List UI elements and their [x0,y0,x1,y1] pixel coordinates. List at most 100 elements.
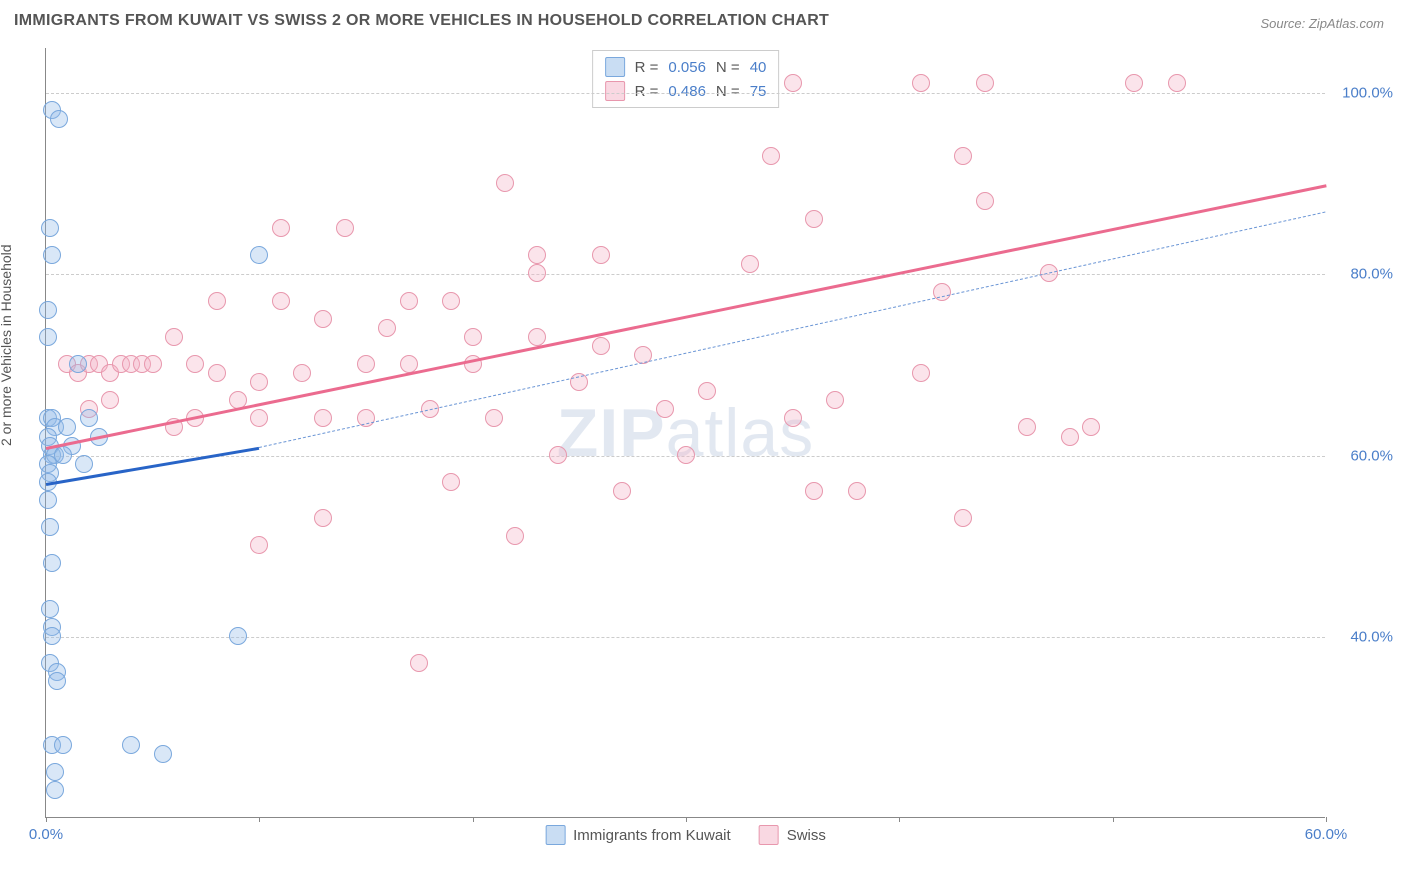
data-point [39,328,57,346]
data-point [506,527,524,545]
data-point [805,210,823,228]
legend-swatch-pink [759,825,779,845]
legend-correlation-box: R = 0.056 N = 40 R = 0.486 N = 75 [592,50,780,108]
x-tick-label: 60.0% [1305,826,1348,843]
legend-item-kuwait: Immigrants from Kuwait [545,825,731,845]
data-point [954,509,972,527]
data-point [698,382,716,400]
data-point [41,518,59,536]
watermark-zip: ZIP [557,395,666,471]
data-point [496,174,514,192]
data-point [43,554,61,572]
data-point [592,337,610,355]
scatter-plot-area: ZIPatlas R = 0.056 N = 40 R = 0.486 N = … [45,48,1325,818]
x-tick-mark [1326,817,1327,822]
legend-item-swiss: Swiss [759,825,826,845]
data-point [1061,428,1079,446]
data-point [912,74,930,92]
x-tick-mark [1113,817,1114,822]
data-point [58,418,76,436]
data-point [528,264,546,282]
data-point [46,781,64,799]
data-point [826,391,844,409]
data-point [549,446,567,464]
data-point [293,364,311,382]
data-point [1018,418,1036,436]
data-point [41,219,59,237]
data-point [442,292,460,310]
data-point [69,355,87,373]
data-point [122,736,140,754]
data-point [784,409,802,427]
data-point [165,328,183,346]
data-point [48,672,66,690]
data-point [677,446,695,464]
n-value-blue: 40 [750,59,767,76]
data-point [250,373,268,391]
data-point [442,473,460,491]
data-point [336,219,354,237]
data-point [762,147,780,165]
data-point [186,355,204,373]
data-point [357,355,375,373]
data-point [80,409,98,427]
r-value-pink: 0.486 [668,83,706,100]
gridline-horizontal [46,274,1325,275]
data-point [39,301,57,319]
data-point [485,409,503,427]
data-point [208,292,226,310]
legend-swatch-blue [605,57,625,77]
data-point [43,627,61,645]
source-label: Source: ZipAtlas.com [1260,16,1384,31]
data-point [976,192,994,210]
data-point [41,600,59,618]
x-tick-mark [899,817,900,822]
y-tick-label: 40.0% [1350,628,1393,645]
x-tick-label: 0.0% [29,826,63,843]
legend-row-swiss: R = 0.486 N = 75 [605,79,767,103]
data-point [43,246,61,264]
data-point [314,409,332,427]
data-point [528,246,546,264]
legend-row-kuwait: R = 0.056 N = 40 [605,55,767,79]
data-point [250,536,268,554]
data-point [400,292,418,310]
data-point [378,319,396,337]
data-point [272,292,290,310]
trend-line [46,184,1326,449]
data-point [912,364,930,382]
data-point [1168,74,1186,92]
data-point [954,147,972,165]
data-point [314,509,332,527]
legend-swatch-blue [545,825,565,845]
r-label: R = [635,59,659,76]
legend-label-swiss: Swiss [787,827,826,844]
y-tick-label: 60.0% [1350,447,1393,464]
data-point [976,74,994,92]
data-point [208,364,226,382]
r-value-blue: 0.056 [668,59,706,76]
n-label: N = [716,83,740,100]
x-tick-mark [686,817,687,822]
data-point [410,654,428,672]
data-point [46,763,64,781]
x-tick-mark [259,817,260,822]
data-point [272,219,290,237]
data-point [528,328,546,346]
y-axis-label: 2 or more Vehicles in Household [0,244,14,446]
data-point [848,482,866,500]
y-tick-label: 80.0% [1350,266,1393,283]
data-point [39,491,57,509]
data-point [54,736,72,754]
data-point [805,482,823,500]
x-tick-mark [473,817,474,822]
data-point [250,409,268,427]
legend-label-kuwait: Immigrants from Kuwait [573,827,731,844]
chart-title: IMMIGRANTS FROM KUWAIT VS SWISS 2 OR MOR… [14,12,829,30]
data-point [656,400,674,418]
data-point [75,455,93,473]
x-tick-mark [46,817,47,822]
data-point [464,328,482,346]
y-tick-label: 100.0% [1342,85,1393,102]
n-label: N = [716,59,740,76]
